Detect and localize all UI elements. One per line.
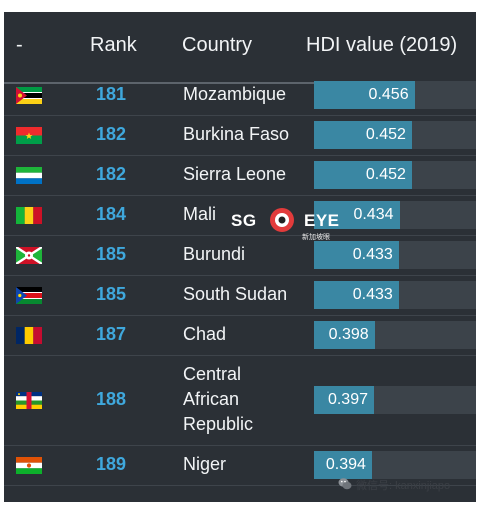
table-row[interactable]: 184 Mali 0.434 <box>4 195 476 236</box>
hdi-value-label: 0.433 <box>352 286 393 303</box>
rank-value: 181 <box>96 84 127 104</box>
table-row[interactable]: 181 Mozambique 0.456 <box>4 75 476 116</box>
hdi-value-label: 0.398 <box>328 326 369 343</box>
header-flag: - <box>16 34 23 56</box>
hdi-bar-track: 0.434 <box>314 201 476 229</box>
chad-flag-icon <box>16 326 42 344</box>
table-row[interactable]: 187 Chad 0.398 <box>4 315 476 356</box>
niger-flag-icon <box>16 456 42 474</box>
country-name: South Sudan <box>183 284 288 304</box>
hdi-value-label: 0.394 <box>325 456 366 473</box>
header-hdi-value[interactable]: HDI value (2019) <box>306 34 458 56</box>
mozambique-flag-icon <box>16 86 42 104</box>
hdi-bar: 0.398 <box>314 321 375 349</box>
watermark-subtitle: 新加坡眼 <box>302 234 330 241</box>
hdi-value-label: 0.434 <box>353 206 394 223</box>
table-row[interactable]: 182 Sierra Leone 0.452 <box>4 155 476 196</box>
watermark-eye: EYE <box>304 211 340 230</box>
rank-value: 182 <box>96 164 127 184</box>
sgeye-logo-icon <box>270 208 295 235</box>
watermark-sg: SG <box>231 211 257 230</box>
hdi-value-label: 0.397 <box>327 391 368 408</box>
hdi-bar: 0.433 <box>314 281 399 309</box>
country-name: Sierra Leone <box>183 164 287 184</box>
rank-value: 185 <box>96 244 127 264</box>
rank-value: 188 <box>96 389 127 409</box>
wechat-icon <box>338 478 352 490</box>
hdi-bar-track: 0.433 <box>314 241 476 269</box>
central-african-republic-flag-icon <box>16 391 42 409</box>
hdi-bar: 0.434 <box>314 201 400 229</box>
rank-value: 184 <box>96 204 127 224</box>
hdi-bar-track: 0.433 <box>314 281 476 309</box>
country-name: Mali <box>183 204 217 224</box>
hdi-bar: 0.397 <box>314 386 374 414</box>
table-row[interactable]: 189 Niger 0.394 <box>4 445 476 486</box>
country-name: Burundi <box>183 244 246 264</box>
country-name: Niger <box>183 454 227 474</box>
burkina-faso-flag-icon <box>16 126 42 144</box>
hdi-bar-track: 0.394 <box>314 451 476 479</box>
south-sudan-flag-icon <box>16 286 42 304</box>
country-name: Mozambique <box>183 84 287 104</box>
rank-value: 185 <box>96 284 127 304</box>
hdi-bar-track: 0.452 <box>314 121 476 149</box>
hdi-value-label: 0.452 <box>365 126 406 143</box>
hdi-bar-track: 0.397 <box>314 386 476 414</box>
table-row[interactable]: 185 South Sudan 0.433 <box>4 275 476 316</box>
hdi-value-label: 0.456 <box>368 86 409 103</box>
hdi-bar-track: 0.456 <box>314 81 476 109</box>
country-name: Chad <box>183 324 227 344</box>
burundi-flag-icon <box>16 246 42 264</box>
hdi-bar: 0.452 <box>314 121 412 149</box>
table-row[interactable]: 188 Central African Republic 0.397 <box>4 355 476 446</box>
rank-value: 182 <box>96 124 127 144</box>
hdi-bar: 0.394 <box>314 451 372 479</box>
table-row[interactable]: 182 Burkina Faso 0.452 <box>4 115 476 156</box>
hdi-table: - Rank Country HDI value (2019) 181 Mozam… <box>4 12 476 502</box>
country-name: Burkina Faso <box>183 124 290 144</box>
hdi-value-label: 0.452 <box>365 166 406 183</box>
hdi-value-label: 0.433 <box>352 246 393 263</box>
hdi-bar-track: 0.398 <box>314 321 476 349</box>
country-name: Central African Republic <box>183 364 254 434</box>
rank-value: 187 <box>96 324 127 344</box>
hdi-bar: 0.452 <box>314 161 412 189</box>
mali-flag-icon <box>16 206 42 224</box>
sierra-leone-flag-icon <box>16 166 42 184</box>
table-row[interactable]: 185 Burundi 0.433 <box>4 235 476 276</box>
hdi-bar: 0.433 <box>314 241 399 269</box>
hdi-bar-track: 0.452 <box>314 161 476 189</box>
hdi-bar: 0.456 <box>314 81 415 109</box>
table-header: - Rank Country HDI value (2019) <box>4 12 476 84</box>
header-country[interactable]: Country <box>182 34 253 56</box>
wechat-id-label: 微信号: kanxinjiapo <box>356 480 451 492</box>
header-rank[interactable]: Rank <box>90 34 137 56</box>
rank-value: 189 <box>96 454 127 474</box>
